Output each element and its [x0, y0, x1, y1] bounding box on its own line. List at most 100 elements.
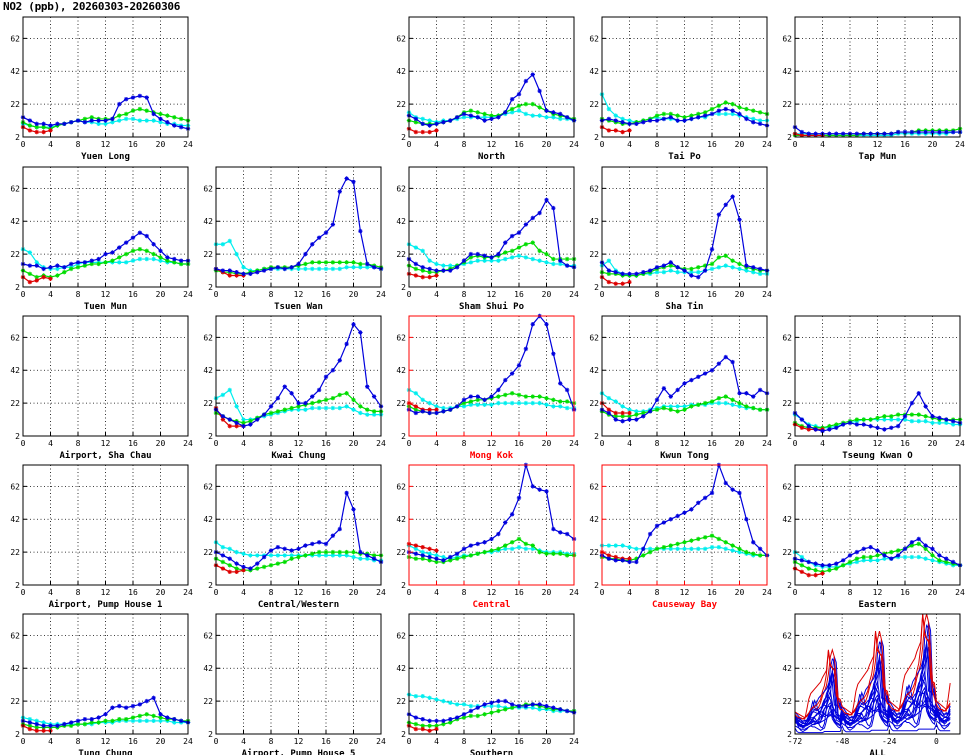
data-point-cyan — [737, 266, 742, 272]
data-point-red — [420, 544, 425, 550]
tick-label-x: 12 — [487, 140, 497, 149]
data-point-cyan — [950, 422, 956, 427]
data-point-green — [110, 258, 115, 263]
data-point-blue — [461, 546, 467, 552]
data-point-blue — [323, 230, 329, 235]
data-point-green — [165, 258, 170, 263]
tick-label-y: 42 — [782, 515, 792, 524]
panel-title: Kwai Chung — [271, 450, 325, 461]
data-point-blue — [930, 546, 935, 552]
data-point-cyan — [475, 258, 480, 263]
data-point-cyan — [441, 698, 446, 704]
data-point-cyan — [413, 693, 419, 699]
data-point-blue — [895, 129, 901, 135]
data-point-blue — [544, 197, 549, 203]
data-point-blue — [68, 261, 74, 267]
data-point-green — [813, 568, 818, 573]
data-point-blue — [889, 131, 894, 136]
data-point-blue — [930, 414, 935, 419]
tick-label-x: 4 — [627, 140, 632, 149]
data-point-blue — [413, 261, 419, 267]
data-point-green — [496, 394, 501, 399]
data-point-red — [620, 281, 625, 286]
data-point-green — [461, 715, 467, 720]
data-point-green — [55, 273, 60, 278]
data-point-cyan — [902, 554, 908, 560]
tick-label-x: 4 — [241, 588, 246, 597]
data-point-blue — [234, 270, 239, 275]
data-point-blue — [895, 553, 901, 558]
tick-label-y: 42 — [203, 664, 213, 673]
data-point-blue — [564, 387, 570, 393]
panel-title: Central — [473, 600, 511, 610]
series-line-tseung-kwan-o — [794, 691, 951, 733]
data-point-cyan — [627, 118, 632, 123]
data-point-cyan — [751, 270, 756, 275]
tick-label-y: 22 — [10, 548, 20, 557]
tick-label-x: 8 — [462, 737, 467, 746]
data-point-cyan — [130, 718, 136, 724]
tick-label-x: 24 — [183, 588, 193, 597]
tick-label-y: 42 — [782, 67, 792, 76]
data-point-blue — [96, 118, 101, 123]
tick-label-x: 12 — [680, 140, 690, 149]
data-point-green — [868, 417, 873, 422]
data-point-green — [840, 563, 846, 568]
data-point-green — [503, 543, 508, 548]
tick-label-x: 0 — [934, 737, 939, 746]
series-line-causeway-bay — [794, 613, 951, 720]
data-point-cyan — [482, 115, 487, 120]
data-point-blue — [475, 251, 480, 257]
data-point-blue — [634, 121, 639, 127]
data-point-blue — [661, 520, 667, 525]
data-point-blue — [48, 123, 53, 128]
tick-label-x: 20 — [542, 737, 552, 746]
data-point-cyan — [620, 116, 625, 122]
data-point-blue — [434, 268, 439, 273]
data-point-blue — [227, 268, 232, 273]
data-point-blue — [178, 258, 184, 263]
data-point-blue — [351, 179, 356, 184]
page-title: NO2 (ppb), 20260303-20260306 — [3, 0, 181, 13]
tick-label-x: 8 — [76, 290, 81, 299]
data-point-blue — [847, 553, 853, 558]
data-point-blue — [564, 708, 570, 714]
data-point-green — [751, 551, 756, 556]
tick-label-y: 62 — [396, 482, 406, 491]
tick-label-y: 62 — [10, 482, 20, 491]
data-point-blue — [89, 118, 94, 123]
data-point-cyan — [523, 546, 529, 552]
data-point-blue — [530, 702, 535, 707]
data-point-blue — [944, 129, 949, 135]
tick-label-y: 62 — [782, 34, 792, 43]
data-point-blue — [151, 242, 156, 247]
data-point-cyan — [902, 417, 908, 422]
data-point-blue — [509, 702, 515, 707]
data-point-green — [523, 394, 529, 399]
data-point-green — [475, 551, 480, 556]
data-point-blue — [420, 717, 425, 722]
tick-label-x: 4 — [48, 290, 53, 299]
data-point-cyan — [682, 404, 687, 409]
data-point-cyan — [316, 266, 322, 272]
data-point-blue — [130, 703, 136, 709]
tick-label-x: 8 — [462, 290, 467, 299]
data-point-blue — [96, 256, 101, 262]
tick-label-y: 2 — [208, 283, 213, 292]
tick-label-x: 16 — [707, 140, 717, 149]
data-point-green — [413, 266, 419, 272]
data-point-cyan — [634, 409, 639, 414]
tick-label-y: 42 — [10, 67, 20, 76]
tick-label-y: 42 — [589, 67, 599, 76]
tick-label-y: 22 — [203, 250, 213, 259]
data-point-blue — [489, 700, 494, 705]
data-point-blue — [509, 233, 515, 239]
data-point-cyan — [441, 554, 446, 560]
data-point-blue — [882, 131, 887, 136]
data-point-cyan — [475, 402, 480, 407]
data-point-red — [613, 554, 618, 560]
data-point-blue — [248, 566, 253, 571]
data-point-blue — [427, 266, 432, 272]
